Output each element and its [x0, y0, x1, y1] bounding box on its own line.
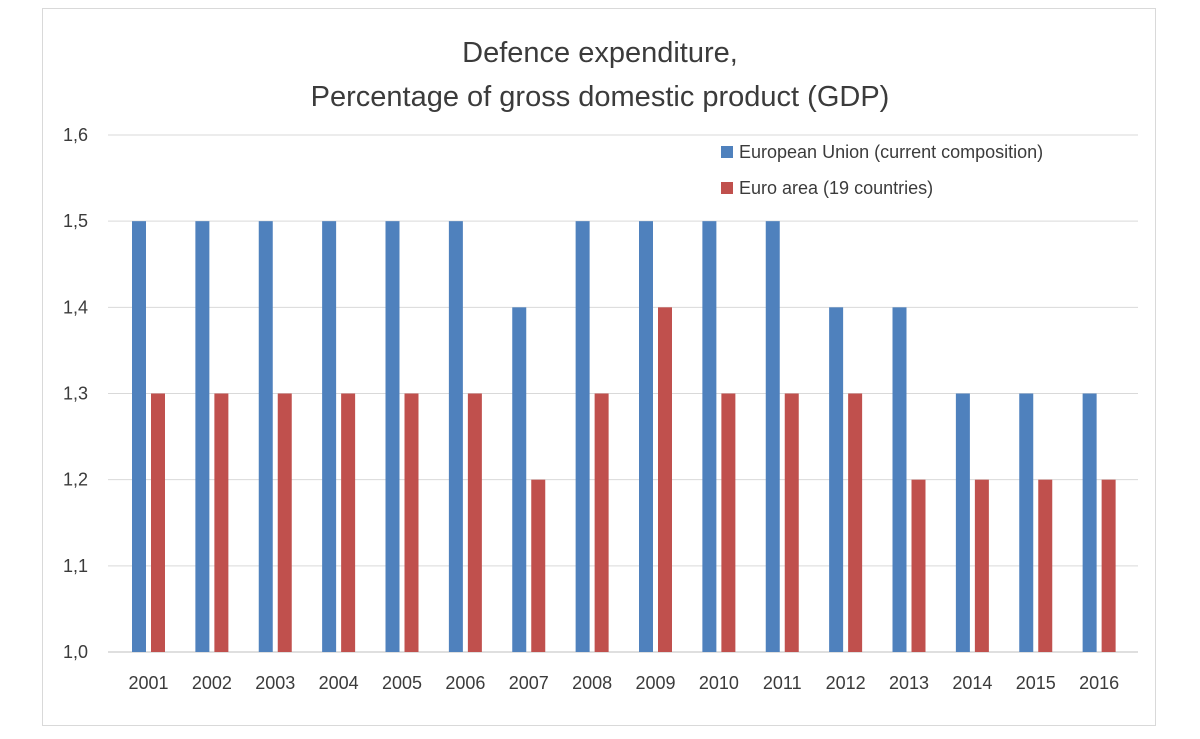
bar-eu-2012: [829, 307, 844, 652]
legend-label: Euro area (19 countries): [739, 178, 933, 198]
x-tick-label: 2012: [826, 673, 866, 693]
chart-title-line-2: Percentage of gross domestic product (GD…: [311, 81, 890, 113]
bar-eu-2007: [512, 307, 527, 652]
x-tick-label: 2011: [763, 673, 802, 693]
bar-euro-area-2004: [341, 393, 356, 652]
y-tick-label: 1,1: [63, 556, 88, 576]
bar-euro-area-2003: [277, 393, 292, 652]
x-tick-label: 2004: [319, 673, 359, 693]
legend-swatch: [721, 182, 733, 194]
bar-euro-area-2001: [151, 393, 165, 652]
bar-euro-area-2010: [721, 393, 736, 652]
bar-eu-2011: [765, 221, 780, 652]
x-tick-label: 2002: [192, 673, 232, 693]
bar-eu-2003: [258, 221, 273, 652]
x-tick-label: 2014: [952, 673, 992, 693]
x-tick-label: 2013: [889, 673, 929, 693]
y-tick-label: 1,2: [63, 470, 88, 490]
y-tick-label: 1,0: [63, 642, 88, 662]
bar-eu-2008: [575, 221, 590, 652]
bar-euro-area-2014: [974, 479, 989, 652]
bar-euro-area-2002: [214, 393, 229, 652]
x-tick-label: 2009: [635, 673, 675, 693]
legend: European Union (current composition) Euro…: [721, 142, 1043, 198]
bar-euro-area-2006: [467, 393, 482, 652]
y-tick-label: 1,4: [63, 297, 88, 317]
x-tick-label: 2008: [572, 673, 612, 693]
bar-euro-area-2011: [784, 393, 799, 652]
bar-eu-2014: [955, 393, 970, 652]
x-tick-label: 2003: [255, 673, 295, 693]
chart-title-line-1: Defence expenditure,: [462, 37, 738, 69]
bar-euro-area-2013: [911, 479, 926, 652]
x-axis-ticks: 2001 2002 2003 2004 2005 2006 2007 2008 2009 2010…: [128, 673, 1119, 693]
x-tick-label: 2015: [1016, 673, 1056, 693]
x-tick-label: 2001: [128, 673, 168, 693]
bar-eu-2009: [639, 221, 653, 652]
bar-eu-2013: [892, 307, 907, 652]
bar-euro-area-2016: [1101, 479, 1116, 652]
legend-swatch: [721, 146, 733, 158]
bar-eu-2016: [1082, 393, 1097, 652]
bar-eu-2005: [385, 221, 400, 652]
bar-euro-area-2009: [658, 307, 672, 652]
x-tick-label: 2016: [1079, 673, 1119, 693]
bar-eu-2006: [448, 221, 463, 652]
bar-euro-area-2012: [848, 393, 863, 652]
bar-eu-2001: [132, 221, 146, 652]
bar-euro-area-2008: [594, 393, 609, 652]
bar-eu-2010: [702, 221, 717, 652]
y-axis-ticks: 1,0 1,1 1,2 1,3 1,4 1,5 1,6: [63, 125, 88, 662]
x-tick-label: 2010: [699, 673, 739, 693]
bar-euro-area-2007: [531, 479, 546, 652]
x-tick-label: 2006: [445, 673, 485, 693]
y-tick-label: 1,6: [63, 125, 88, 145]
y-tick-label: 1,3: [63, 384, 88, 404]
bar-eu-2015: [1019, 393, 1034, 652]
legend-label: European Union (current composition): [739, 142, 1043, 162]
x-tick-label: 2005: [382, 673, 422, 693]
bar-euro-area-2015: [1038, 479, 1053, 652]
bar-eu-2002: [195, 221, 210, 652]
bar-eu-2004: [322, 221, 337, 652]
y-tick-label: 1,5: [63, 211, 88, 231]
bars: [132, 221, 1116, 652]
x-tick-label: 2007: [509, 673, 549, 693]
bar-euro-area-2005: [404, 393, 419, 652]
